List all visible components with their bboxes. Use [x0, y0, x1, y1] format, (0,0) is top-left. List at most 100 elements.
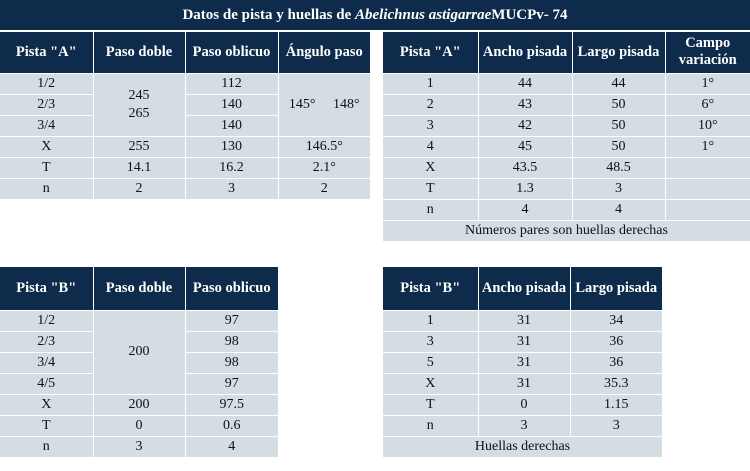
campo-cell: 1° [664, 135, 750, 157]
table-note: Números pares son huellas derechas [383, 219, 750, 241]
paso-doble-merged: 200 [92, 309, 185, 394]
header-pista-a: Pista "A" [383, 32, 478, 73]
paso-oblicuo-cell: 98 [184, 351, 278, 373]
campo-cell [664, 198, 750, 220]
table-row: X 200 97.5 [0, 393, 278, 415]
table-row: 1/2 245 265 112 145° 148° [0, 72, 370, 136]
table-row: T 1.3 3 [383, 177, 750, 199]
header-angulo-paso: Ángulo paso [277, 32, 370, 73]
largo-cell: 34 [569, 309, 662, 331]
header-largo-pisada: Largo pisada [571, 32, 665, 73]
largo-cell: 50 [571, 135, 665, 157]
paso-oblicuo-cell: 140 [184, 114, 278, 136]
ancho-cell: 31 [477, 372, 570, 394]
row-label: T [0, 414, 93, 436]
ancho-cell: 42 [477, 114, 572, 136]
row-label: 1/2 [0, 72, 93, 94]
campo-cell: 1° [664, 72, 750, 94]
campo-cell [664, 177, 750, 199]
header-ancho-pisada: Ancho pisada [477, 32, 572, 73]
table-row: n 3 3 [383, 414, 662, 436]
table-row: 2/3 140 [0, 93, 370, 115]
row-label: T [383, 177, 478, 199]
paso-oblicuo-cell: 0.6 [184, 414, 278, 436]
largo-cell: 35.3 [569, 372, 662, 394]
row-label: n [383, 414, 478, 436]
table-row: 4/5 97 [0, 372, 278, 394]
row-label: X [383, 156, 478, 178]
table-row: 2 43 50 6° [383, 93, 750, 115]
paso-oblicuo-cell: 16.2 [184, 156, 278, 178]
table-row: 1 31 34 [383, 309, 662, 331]
table-row: 3/4 98 [0, 351, 278, 373]
header-pista-b: Pista "B" [0, 267, 93, 310]
table-row: T 0 0.6 [0, 414, 278, 436]
table-row: T 0 1.15 [383, 393, 662, 415]
row-label: T [0, 156, 93, 178]
paso-oblicuo-cell: 98 [184, 330, 278, 352]
row-label: 3/4 [0, 351, 93, 373]
paso-doble-cell: 0 [92, 414, 185, 436]
paso-oblicuo-cell: 140 [184, 93, 278, 115]
largo-cell: 36 [569, 351, 662, 373]
row-label: X [0, 393, 93, 415]
row-label: 3/4 [0, 114, 93, 136]
row-label: T [383, 393, 478, 415]
ancho-cell: 31 [477, 330, 570, 352]
paso-oblicuo-cell: 3 [184, 177, 278, 199]
ancho-cell: 43.5 [477, 156, 572, 178]
header-paso-doble: Paso doble [92, 267, 185, 310]
angulo-paso-cell: 2 [277, 177, 370, 199]
ancho-cell: 31 [477, 309, 570, 331]
largo-cell: 50 [571, 93, 665, 115]
largo-cell: 3 [569, 414, 662, 436]
header-paso-doble: Paso doble [92, 32, 185, 73]
header-largo-pisada: Largo pisada [569, 267, 662, 310]
paso-doble-value: 245 [128, 87, 150, 103]
table-b-prints: Pista "B" Ancho pisada Largo pisada 1 31… [383, 267, 662, 457]
paso-oblicuo-cell: 4 [184, 435, 278, 457]
ancho-cell: 43 [477, 93, 572, 115]
row-label: 2/3 [0, 330, 93, 352]
angulo-paso-cell: 2.1° [277, 156, 370, 178]
largo-cell: 3 [571, 177, 665, 199]
largo-cell: 44 [571, 72, 665, 94]
ancho-cell: 3 [477, 414, 570, 436]
campo-cell: 6° [664, 93, 750, 115]
table-row: X 43.5 48.5 [383, 156, 750, 178]
row-label: 2/3 [0, 93, 93, 115]
paso-oblicuo-cell: 130 [184, 135, 278, 157]
ancho-cell: 45 [477, 135, 572, 157]
row-label: n [0, 177, 93, 199]
table-row: n 3 4 [0, 435, 278, 457]
paso-doble-cell: 3 [92, 435, 185, 457]
table-row: 3/4 140 [0, 114, 370, 136]
header-pista-b: Pista "B" [383, 267, 478, 310]
header-ancho-pisada: Ancho pisada [477, 267, 570, 310]
angulo-paso-cell: 146.5° [277, 135, 370, 157]
ancho-cell: 1.3 [477, 177, 572, 199]
paso-doble-cell: 255 [92, 135, 185, 157]
table-row: 3 42 50 10° [383, 114, 750, 136]
title-prefix: Datos de pista y huellas de [182, 6, 352, 23]
ancho-cell: 0 [477, 393, 570, 415]
largo-cell: 4 [571, 198, 665, 220]
table-row: n 2 3 2 [0, 177, 370, 199]
paso-doble-cell: 14.1 [92, 156, 185, 178]
row-label: 1 [383, 72, 478, 94]
table-row: 1/2 200 97 [0, 309, 278, 394]
row-label: 3 [383, 114, 478, 136]
paso-oblicuo-cell: 112 [184, 72, 278, 94]
ancho-cell: 31 [477, 351, 570, 373]
row-label: X [383, 372, 478, 394]
table-row: X 255 130 146.5° [0, 135, 370, 157]
table-row: n 4 4 [383, 198, 750, 220]
paso-oblicuo-cell: 97.5 [184, 393, 278, 415]
row-label: 2 [383, 93, 478, 115]
title-bar: Datos de pista y huellas de Abelichnus a… [0, 0, 750, 30]
table-note-row: Huellas derechas [383, 435, 662, 457]
row-label: n [0, 435, 93, 457]
largo-cell: 1.15 [569, 393, 662, 415]
table-row: 1 44 44 1° [383, 72, 750, 94]
row-label: 4 [383, 135, 478, 157]
